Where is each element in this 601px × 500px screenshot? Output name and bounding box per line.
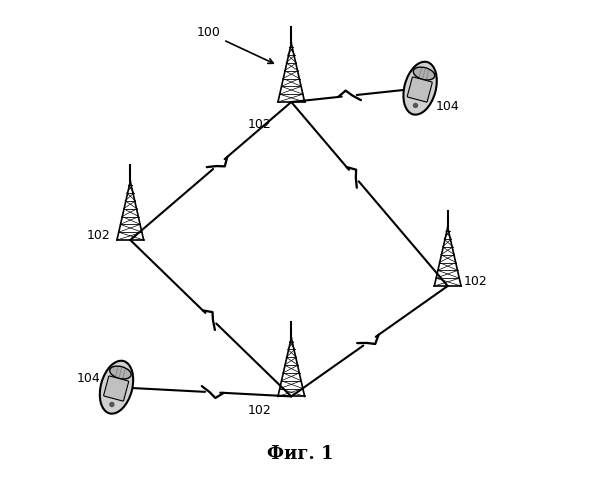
Ellipse shape [110,366,131,379]
Text: Фиг. 1: Фиг. 1 [267,445,334,463]
Ellipse shape [403,62,437,114]
Text: 104: 104 [77,372,101,384]
Text: 102: 102 [463,275,487,288]
Ellipse shape [413,67,435,80]
Ellipse shape [100,360,133,414]
Text: 102: 102 [247,118,271,132]
FancyBboxPatch shape [407,77,432,102]
Circle shape [413,104,418,108]
Text: 104: 104 [436,100,460,113]
Text: 102: 102 [247,404,271,416]
Circle shape [110,402,114,406]
Text: 100: 100 [197,26,273,64]
Text: 102: 102 [86,229,110,242]
FancyBboxPatch shape [103,376,129,401]
